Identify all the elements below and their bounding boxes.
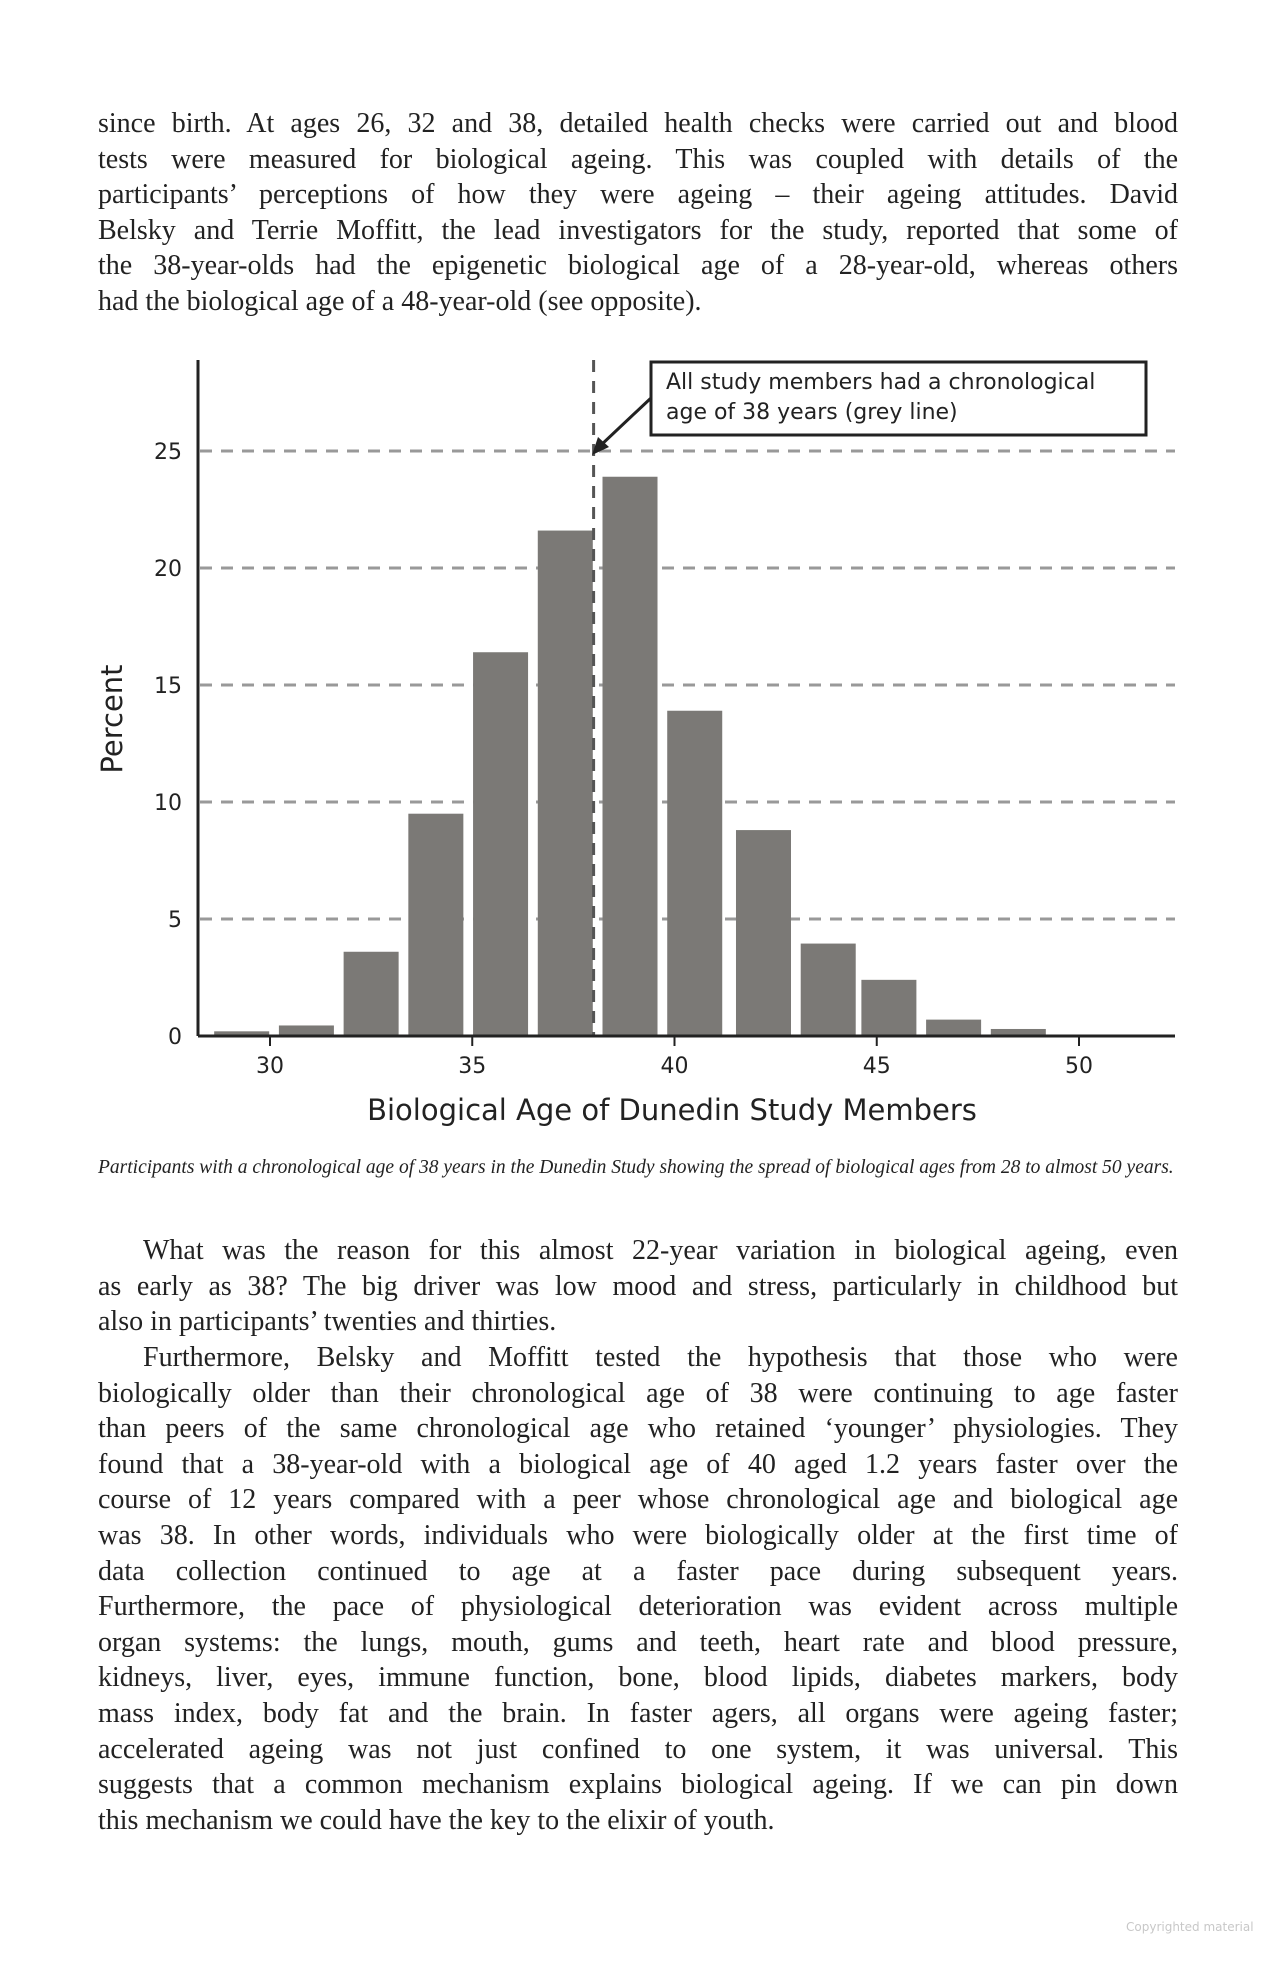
text-line: as early as 38? The big driver was low m… (98, 1270, 1178, 1302)
x-tick-label: 50 (1065, 1054, 1093, 1079)
text-line: Belsky and Terrie Moffitt, the lead inve… (98, 214, 1178, 246)
text-line: was 38. In other words, individuals who … (98, 1520, 1178, 1551)
text-line: than peers of the same chronological age… (98, 1413, 1178, 1445)
text-line: the 38-year-olds had the epigenetic biol… (98, 250, 1178, 282)
histogram-bar (735, 830, 791, 1036)
histogram-bar (343, 951, 399, 1036)
histogram-bar (926, 1019, 982, 1036)
x-tick-label: 30 (256, 1054, 284, 1079)
copyright-watermark: Copyrighted material (1126, 1920, 1254, 1934)
text-line: participants’ perceptions of how they we… (98, 179, 1178, 211)
x-axis-label: Biological Age of Dunedin Study Members (367, 1093, 977, 1127)
histogram-bar (667, 710, 723, 1036)
text-line: data collection continued to age at a fa… (98, 1555, 1178, 1587)
annotation-line-1: All study members had a chronological (666, 370, 1095, 395)
text-line: had the biological age of a 48-year-old … (98, 286, 702, 317)
annotation-arrow (598, 396, 653, 448)
text-line: tests were measured for biological agein… (98, 143, 1178, 175)
histogram-bar (278, 1025, 334, 1036)
histogram-bar (861, 979, 917, 1036)
figure-caption: Participants with a chronological age of… (98, 1157, 1174, 1178)
y-tick-label: 20 (154, 557, 182, 582)
text-line: What was the reason for this almost 22-y… (143, 1235, 1178, 1266)
text-line: course of 12 years compared with a peer … (98, 1484, 1178, 1516)
histogram-bar (473, 652, 529, 1036)
x-tick-label: 45 (863, 1054, 891, 1079)
text-line: since birth. At ages 26, 32 and 38, deta… (98, 108, 1178, 139)
y-tick-label: 5 (168, 908, 182, 933)
text-line: biologically older than their chronologi… (98, 1377, 1178, 1409)
arrowhead-icon (592, 437, 609, 455)
text-line: mass index, body fat and the brain. In f… (98, 1698, 1178, 1729)
biological-age-histogram: 0 5 10 15 20 25 30 35 40 45 50 Percent Biological… (95, 360, 1175, 1127)
text-line: found that a 38-year-old with a biologic… (98, 1448, 1178, 1480)
histogram-bar (214, 1031, 270, 1036)
x-tick-labels: 30 35 40 45 50 (256, 1036, 1093, 1079)
bars (214, 476, 1046, 1036)
histogram-bar (990, 1028, 1046, 1036)
y-tick-label: 0 (168, 1025, 182, 1050)
x-tick-label: 35 (458, 1054, 486, 1079)
x-tick-label: 40 (661, 1054, 689, 1079)
text-line: accelerated ageing was not just confined… (98, 1733, 1178, 1765)
histogram-bar (408, 813, 464, 1036)
histogram-bar (602, 476, 658, 1036)
y-tick-label: 25 (154, 440, 182, 465)
annotation-line-2: age of 38 years (grey line) (666, 400, 958, 425)
text-line: kidneys, liver, eyes, immune function, b… (98, 1662, 1178, 1694)
y-axis-label: Percent (95, 664, 129, 773)
text-line: also in participants’ twenties and thirt… (98, 1306, 557, 1338)
histogram-bar (800, 943, 856, 1036)
y-tick-label: 15 (154, 674, 182, 699)
y-tick-label: 10 (154, 791, 182, 816)
histogram-bar (537, 530, 593, 1036)
annotation-box (649, 360, 1148, 437)
text-line: Furthermore, Belsky and Moffitt tested t… (143, 1342, 1178, 1373)
text-line: this mechanism we could have the key to … (98, 1804, 775, 1836)
y-tick-labels: 0 5 10 15 20 25 (154, 440, 182, 1050)
text-line: suggests that a common mechanism explain… (98, 1769, 1178, 1801)
text-line: organ systems: the lungs, mouth, gums an… (98, 1626, 1178, 1658)
text-line: Furthermore, the pace of physiological d… (98, 1591, 1178, 1623)
